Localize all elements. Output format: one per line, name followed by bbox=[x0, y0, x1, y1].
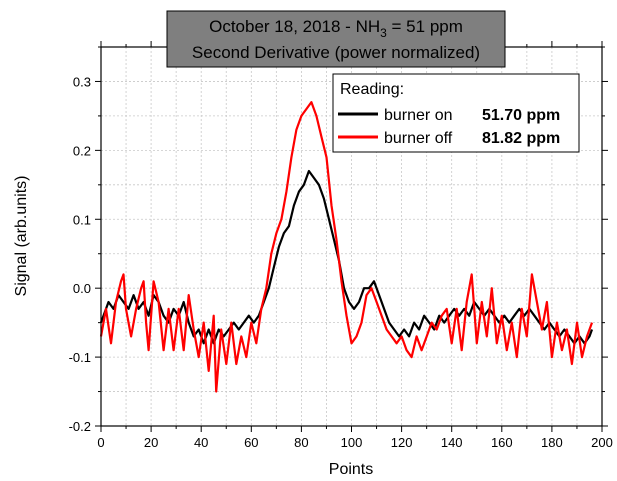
x-tick-label: 200 bbox=[591, 435, 613, 450]
x-tick-label: 100 bbox=[341, 435, 363, 450]
y-tick-label: 0.3 bbox=[73, 74, 91, 89]
x-tick-label: 160 bbox=[491, 435, 513, 450]
x-tick-labels: 0 20 40 60 80 100 120 140 160 180 200 bbox=[97, 435, 612, 450]
y-tick-label: -0.2 bbox=[69, 419, 91, 434]
y-axis-title: Signal (arb.units) bbox=[13, 176, 30, 297]
x-tick-label: 20 bbox=[144, 435, 158, 450]
y-tick-label: -0.1 bbox=[69, 350, 91, 365]
title-box: October 18, 2018 - NH3 = 51 ppm Second D… bbox=[166, 10, 506, 68]
series-line-burner-off bbox=[99, 101, 594, 393]
legend-title: Reading: bbox=[340, 81, 404, 98]
y-tick-labels: -0.2 -0.1 0.0 0.1 0.2 0.3 bbox=[69, 74, 91, 434]
legend-value-burner-off: 81.82 ppm bbox=[482, 130, 560, 147]
x-axis-title: Points bbox=[329, 461, 373, 478]
x-tick-label: 60 bbox=[244, 435, 258, 450]
x-tick-label: 180 bbox=[541, 435, 563, 450]
legend-label-burner-off: burner off bbox=[384, 130, 453, 147]
legend: Reading: burner on 51.70 ppm burner off … bbox=[332, 73, 580, 153]
y-tick-label: 0.0 bbox=[73, 281, 91, 296]
series-layer bbox=[99, 101, 594, 393]
x-tick-label: 80 bbox=[294, 435, 308, 450]
y-tick-label: 0.2 bbox=[73, 143, 91, 158]
series-line-burner-on bbox=[99, 169, 594, 345]
x-tick-label: 0 bbox=[97, 435, 104, 450]
y-tick-label: 0.1 bbox=[73, 212, 91, 227]
title-line-2: Second Derivative (power normalized) bbox=[192, 43, 480, 62]
x-tick-label: 120 bbox=[391, 435, 413, 450]
x-tick-label: 40 bbox=[194, 435, 208, 450]
legend-label-burner-on: burner on bbox=[384, 107, 453, 124]
legend-value-burner-on: 51.70 ppm bbox=[482, 107, 560, 124]
title-background bbox=[166, 10, 506, 68]
title-line-1: October 18, 2018 - NH3 = 51 ppm bbox=[209, 17, 463, 40]
x-tick-label: 140 bbox=[441, 435, 463, 450]
